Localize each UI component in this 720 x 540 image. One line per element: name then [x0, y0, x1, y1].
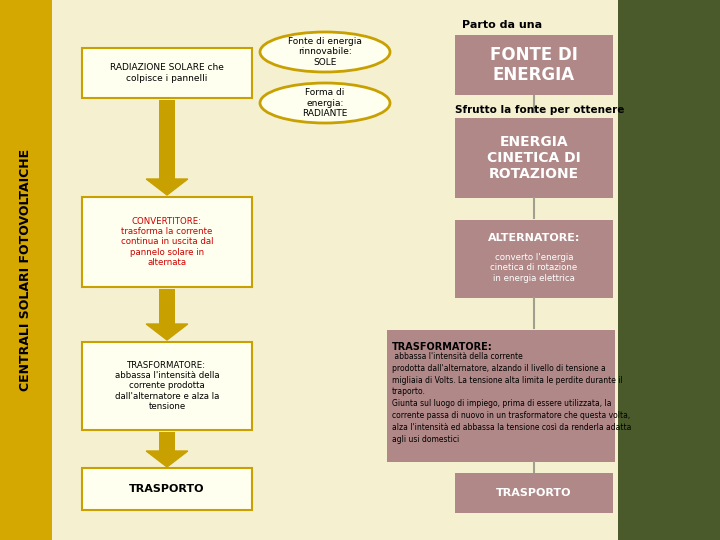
Text: abbassa l'intensità della corrente
prodotta dall'alternatore, alzando il livello: abbassa l'intensità della corrente prodo… [392, 352, 631, 443]
Text: Sfrutto la fonte per ottenere: Sfrutto la fonte per ottenere [455, 105, 624, 115]
Polygon shape [146, 451, 188, 467]
Text: FONTE DI
ENERGIA: FONTE DI ENERGIA [490, 45, 578, 84]
Bar [455, 118, 613, 198]
Text: TRASFORMATORE:: TRASFORMATORE: [392, 342, 492, 352]
Bar [52, 0, 618, 540]
Bar [159, 432, 175, 451]
Bar [387, 330, 615, 462]
Bar [82, 197, 252, 287]
Bar [0, 0, 52, 540]
Bar [455, 220, 613, 298]
Text: converto l'energia
cinetica di rotazione
in energia elettrica: converto l'energia cinetica di rotazione… [490, 253, 577, 283]
Text: RADIAZIONE SOLARE che
colpisce i pannelli: RADIAZIONE SOLARE che colpisce i pannell… [110, 63, 224, 83]
Text: ENERGIA
CINETICA DI
ROTAZIONE: ENERGIA CINETICA DI ROTAZIONE [487, 135, 581, 181]
Bar [455, 35, 613, 95]
Bar [455, 473, 613, 513]
Text: Fonte di energia
rinnovabile:
SOLE: Fonte di energia rinnovabile: SOLE [288, 37, 362, 67]
Text: ALTERNATORE:: ALTERNATORE: [488, 233, 580, 243]
Text: TRASPORTO: TRASPORTO [130, 484, 204, 494]
Polygon shape [146, 179, 188, 195]
Polygon shape [146, 324, 188, 340]
Text: TRASFORMATORE:
abbassa l'intensità della
corrente prodotta
dall'alternatore e al: TRASFORMATORE: abbassa l'intensità della… [114, 361, 220, 411]
Bar [618, 0, 720, 540]
Bar [82, 342, 252, 430]
Bar [82, 48, 252, 98]
Bar [159, 100, 175, 179]
Bar [82, 468, 252, 510]
Text: Parto da una: Parto da una [462, 20, 542, 30]
Text: CONVERTITORE:
trasforma la corrente
continua in uscita dal
pannelo solare in
alt: CONVERTITORE: trasforma la corrente cont… [121, 217, 213, 267]
Ellipse shape [260, 83, 390, 123]
Text: TRASPORTO: TRASPORTO [496, 488, 572, 498]
Ellipse shape [260, 32, 390, 72]
Text: CENTRALI SOLARI FOTOVOLTAICHE: CENTRALI SOLARI FOTOVOLTAICHE [19, 149, 32, 391]
Bar [159, 289, 175, 324]
Text: Forma di
energia:
RADIANTE: Forma di energia: RADIANTE [302, 88, 348, 118]
